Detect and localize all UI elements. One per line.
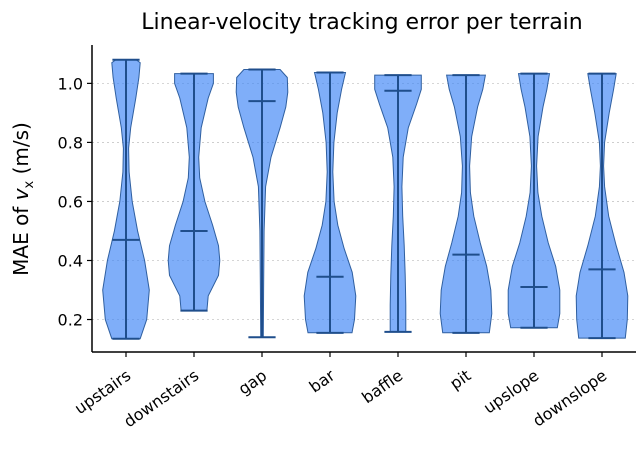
y-tick-label: 0.4 <box>58 251 83 270</box>
axis-layer <box>91 45 636 353</box>
violin-layer <box>102 58 629 340</box>
chart-title: Linear-velocity tracking error per terra… <box>141 10 582 35</box>
x-tick-label: downstairs <box>120 366 202 431</box>
y-tick-label: 0.2 <box>58 311 83 330</box>
y-tick-label: 0.8 <box>58 133 83 152</box>
x-tick-label: baffle <box>358 366 406 408</box>
y-tick-label: 1.0 <box>58 74 83 93</box>
y-axis-label: MAE of vx (m/s) <box>9 122 37 276</box>
x-tick-label: bar <box>306 365 339 396</box>
x-tick-label: gap <box>235 366 271 399</box>
y-tick-label: 0.6 <box>58 192 83 211</box>
x-tick-label: pit <box>446 366 474 394</box>
x-tick-label: downslope <box>529 366 610 431</box>
x-tick-label: upstairs <box>71 366 134 418</box>
x-tick-label: upslope <box>480 366 542 418</box>
y-tick-layer: 0.2 0.4 0.6 0.8 1.0 <box>58 74 92 330</box>
